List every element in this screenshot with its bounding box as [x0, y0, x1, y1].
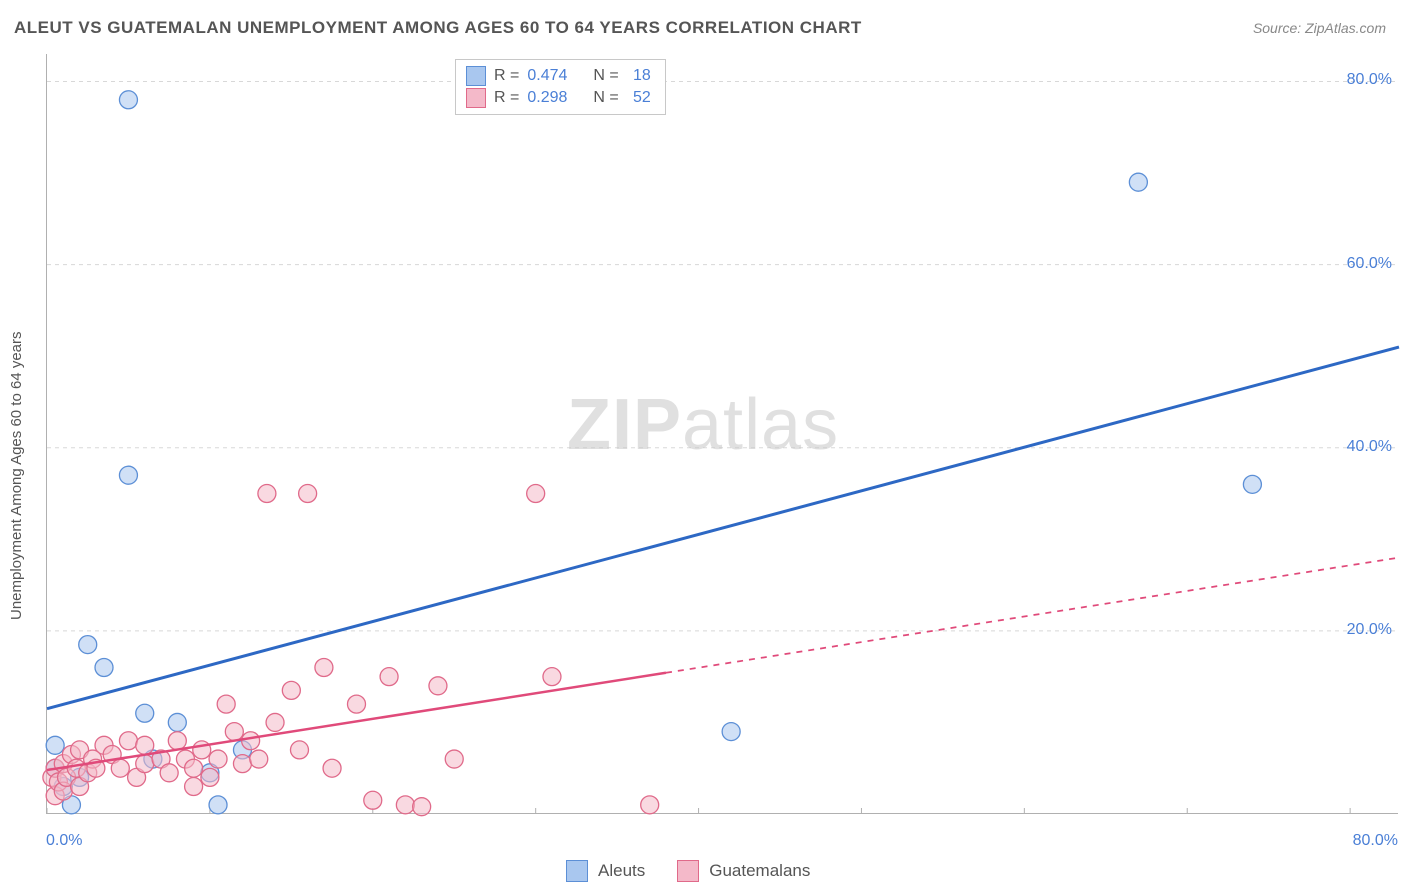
x-tick-label: 80.0% — [1353, 832, 1398, 850]
legend-row: R = 0.474 N = 18 — [466, 65, 651, 87]
legend-r-label: R = — [494, 65, 519, 87]
x-tick-label: 0.0% — [46, 832, 82, 850]
series-label: Guatemalans — [709, 861, 810, 881]
source-attribution: Source: ZipAtlas.com — [1253, 20, 1386, 36]
y-axis-label: Unemployment Among Ages 60 to 64 years — [8, 331, 25, 620]
watermark-atlas: atlas — [682, 385, 839, 465]
legend-n-value: 18 — [627, 65, 651, 87]
series-label: Aleuts — [598, 861, 645, 881]
watermark-zip: ZIP — [567, 385, 682, 465]
series-swatch — [566, 860, 588, 882]
legend-row: R = 0.298 N = 52 — [466, 87, 651, 109]
series-swatch — [677, 860, 699, 882]
y-tick-label: 40.0% — [1347, 438, 1392, 456]
watermark: ZIPatlas — [567, 384, 839, 466]
y-tick-label: 20.0% — [1347, 621, 1392, 639]
series-legend: Aleuts Guatemalans — [566, 860, 832, 882]
legend-swatch — [466, 88, 486, 108]
legend-n-label: N = — [593, 87, 618, 109]
legend-r-value: 0.474 — [527, 65, 567, 87]
y-tick-label: 80.0% — [1347, 71, 1392, 89]
legend-n-label: N = — [593, 65, 618, 87]
correlation-legend-box: R = 0.474 N = 18 R = 0.298 N = 52 — [455, 59, 666, 115]
legend-r-value: 0.298 — [527, 87, 567, 109]
legend-n-value: 52 — [627, 87, 651, 109]
legend-swatch — [466, 66, 486, 86]
legend-r-label: R = — [494, 87, 519, 109]
chart-title: ALEUT VS GUATEMALAN UNEMPLOYMENT AMONG A… — [14, 18, 862, 38]
plot-area: ZIPatlas — [46, 54, 1398, 814]
y-tick-label: 60.0% — [1347, 255, 1392, 273]
